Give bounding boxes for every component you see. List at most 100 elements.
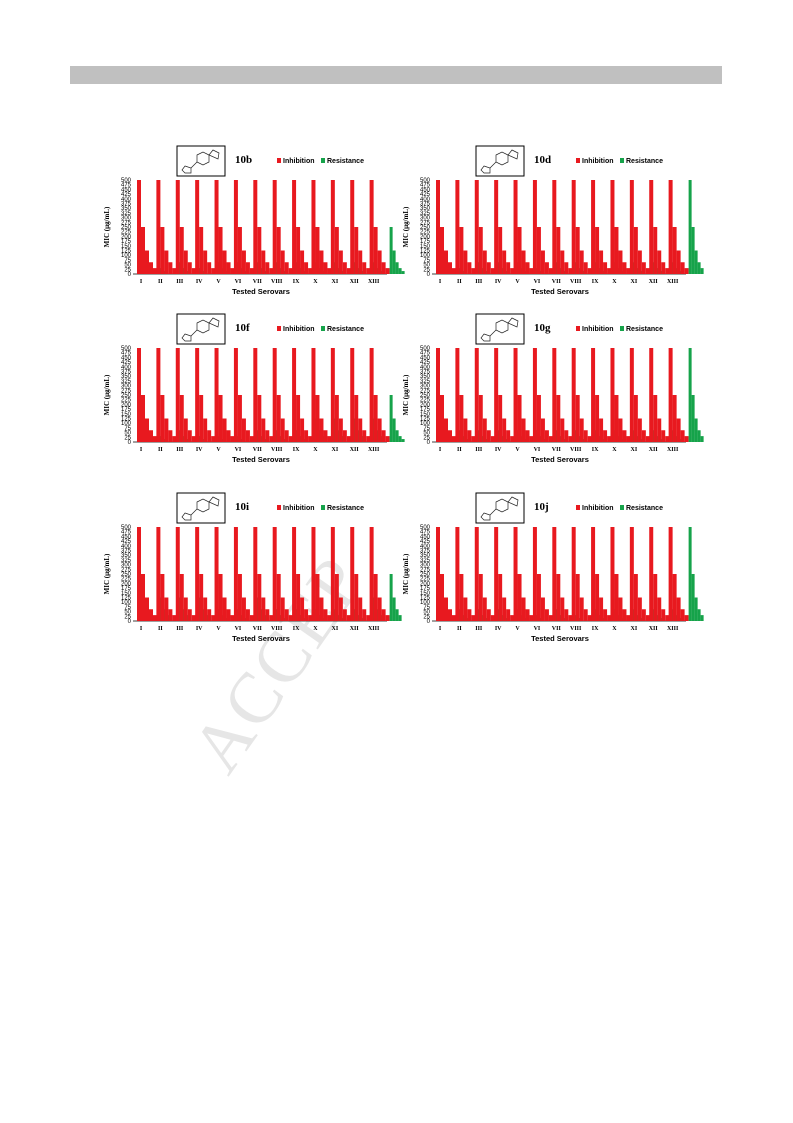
bar-inhibition [308, 615, 313, 621]
y-tick-label: 150 [121, 591, 132, 597]
bar-inhibition [665, 268, 670, 274]
bar-inhibition [241, 597, 246, 621]
bar-inhibition [160, 227, 165, 274]
x-tick-label: X [313, 447, 318, 453]
bar-group-XIII [668, 180, 704, 274]
y-tick-label: 75 [423, 426, 430, 432]
y-axis-title: MIC (µg/mL) [402, 374, 410, 415]
bar-inhibition [661, 430, 666, 442]
bar-inhibition [149, 609, 153, 621]
bar-inhibition [330, 180, 335, 274]
bar-inhibition [253, 180, 258, 274]
y-tick-label: 475 [121, 530, 132, 536]
bar-inhibition [319, 250, 324, 274]
bar-resistance [700, 615, 704, 621]
bar-group-XIII [369, 348, 405, 442]
bar-inhibition [595, 395, 600, 442]
bar-inhibition [436, 180, 440, 274]
bar-inhibition [506, 262, 511, 274]
bar-inhibition [448, 262, 452, 274]
y-tick-label: 350 [420, 206, 431, 212]
bar-group-XIII [369, 527, 402, 621]
bar-inhibition [556, 227, 561, 274]
bar-inhibition [494, 527, 499, 621]
x-tick-label: III [475, 626, 483, 632]
legend-swatch-resistance [620, 158, 624, 163]
bar-inhibition [141, 227, 145, 274]
bar-inhibition [358, 250, 363, 274]
bar-inhibition [218, 574, 223, 621]
y-tick-label: 75 [124, 605, 131, 611]
y-tick-label: 25 [423, 614, 430, 620]
bar-inhibition [269, 268, 274, 274]
bar-inhibition [614, 574, 619, 621]
bar-inhibition [330, 527, 335, 621]
bar-inhibition [222, 597, 227, 621]
y-tick-label: 500 [121, 525, 132, 531]
bar-inhibition [478, 395, 483, 442]
bar-inhibition [482, 597, 487, 621]
bar-inhibition [288, 436, 293, 442]
y-tick-label: 325 [121, 379, 132, 385]
bar-inhibition [633, 574, 638, 621]
bar-inhibition [629, 180, 634, 274]
bar-inhibition [684, 436, 689, 442]
bar-inhibition [137, 527, 141, 621]
y-tick-label: 300 [121, 216, 132, 222]
legend-label-resistance: Resistance [626, 326, 663, 333]
bar-inhibition [160, 574, 165, 621]
x-axis-title: Tested Serovars [232, 455, 290, 464]
x-tick-label: VI [235, 447, 242, 453]
y-axis-title: MIC (µg/mL) [103, 206, 111, 247]
bar-inhibition [346, 268, 351, 274]
bar-inhibition [276, 395, 281, 442]
bar-inhibition [599, 250, 604, 274]
y-tick-label: 250 [121, 572, 132, 578]
bar-inhibition [506, 430, 511, 442]
bar-inhibition [452, 268, 456, 274]
x-tick-label: I [140, 447, 143, 453]
x-tick-label: IX [592, 626, 599, 632]
bar-inhibition [661, 609, 666, 621]
y-tick-label: 150 [121, 412, 132, 418]
bar-inhibition [153, 615, 157, 621]
legend-label-inhibition: Inhibition [582, 326, 614, 333]
compound-label: 10d [534, 154, 551, 166]
bar-inhibition [467, 609, 472, 621]
legend-swatch-inhibition [277, 326, 281, 331]
structure-image [176, 492, 226, 524]
bar-inhibition [536, 227, 541, 274]
bar-inhibition [536, 574, 541, 621]
compound-label: 10i [235, 501, 249, 513]
bar-inhibition [330, 348, 335, 442]
bar-inhibition [587, 268, 592, 274]
structure-image [176, 145, 226, 177]
x-tick-label: X [313, 626, 318, 632]
bar-inhibition [385, 436, 390, 442]
bar-inhibition [680, 262, 685, 274]
bar-inhibition [207, 430, 212, 442]
x-tick-label: VIII [570, 447, 582, 453]
bar-inhibition [579, 597, 584, 621]
bar-inhibition [354, 395, 359, 442]
bar-inhibition [311, 348, 316, 442]
bar-inhibition [292, 180, 297, 274]
y-tick-label: 275 [420, 567, 431, 573]
bar-inhibition [207, 262, 212, 274]
bar-inhibition [440, 574, 444, 621]
bar-inhibition [145, 418, 149, 442]
y-tick-label: 175 [121, 239, 132, 245]
y-tick-label: 200 [420, 581, 431, 587]
bar-inhibition [629, 348, 634, 442]
bar-resistance [691, 395, 695, 442]
bar-inhibition [649, 180, 654, 274]
legend-swatch-inhibition [277, 158, 281, 163]
bar-inhibition [191, 268, 196, 274]
bar-inhibition [498, 574, 503, 621]
bar-inhibition [513, 527, 518, 621]
bar-inhibition [385, 268, 390, 274]
x-tick-label: I [439, 626, 442, 632]
bar-inhibition [583, 609, 588, 621]
bar-inhibition [657, 597, 662, 621]
bar-inhibition [153, 268, 157, 274]
